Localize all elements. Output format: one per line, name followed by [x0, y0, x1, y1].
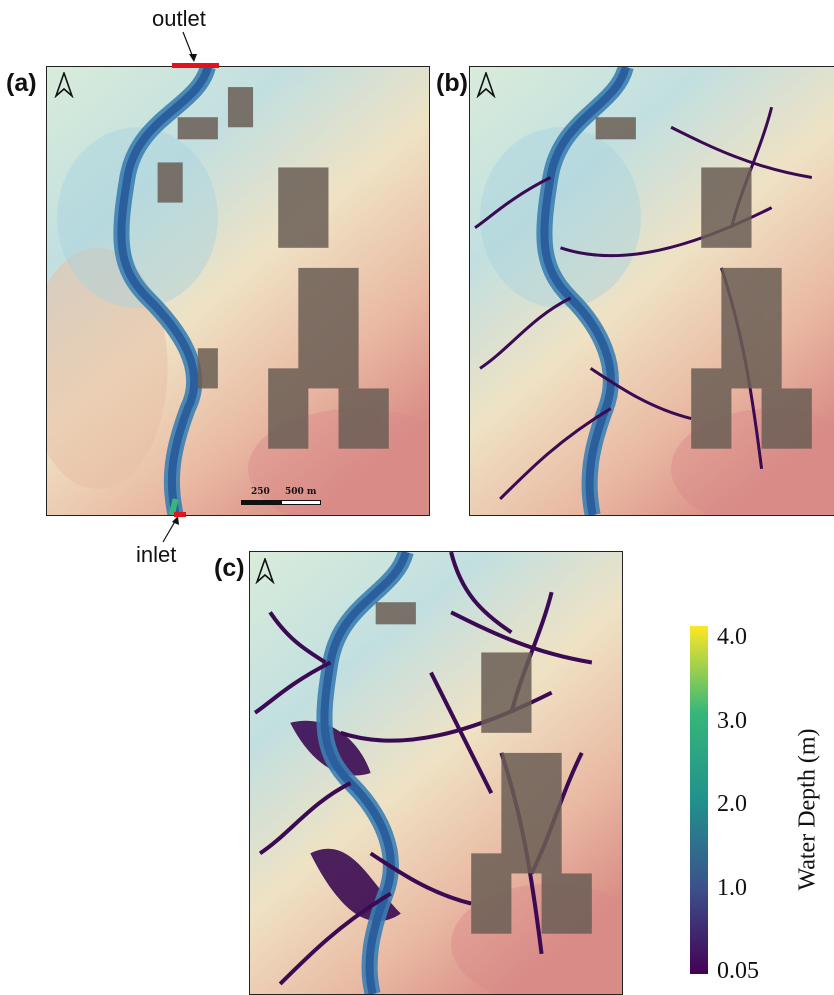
- north-arrow-icon: [476, 70, 496, 99]
- scale-bar: 250 500 m: [241, 487, 321, 511]
- outlet-marker: [172, 63, 219, 68]
- north-arrow-icon: [54, 70, 74, 99]
- outlet-label: outlet: [152, 6, 206, 31]
- map-panel-a: [46, 66, 430, 516]
- scale-label-500: 500 m: [285, 487, 317, 497]
- map-c-graphic: [250, 552, 622, 994]
- map-a-graphic: [47, 67, 429, 515]
- legend-tick-3: 3.0: [717, 708, 747, 734]
- inlet-label: inlet: [136, 542, 177, 567]
- map-panel-b: [469, 66, 834, 516]
- inlet-marker: [174, 512, 186, 517]
- inlet-arrow: [162, 516, 179, 543]
- map-panel-c: [249, 551, 623, 995]
- panel-label-a: (a): [6, 69, 37, 97]
- colorbar: [690, 626, 708, 974]
- panel-label-c: (c): [214, 554, 245, 582]
- map-b-graphic: [470, 67, 834, 515]
- legend-tick-2: 2.0: [717, 791, 747, 817]
- north-arrow-icon: [255, 556, 275, 585]
- legend-tick-005: 0.05: [717, 958, 759, 984]
- outlet-arrow: [182, 31, 197, 62]
- scale-label-250: 250: [251, 487, 270, 497]
- panel-label-b: (b): [436, 69, 468, 97]
- legend-tick-1: 1.0: [717, 875, 747, 901]
- legend-tick-4: 4.0: [717, 624, 747, 650]
- legend-title: Water Depth (m): [794, 728, 821, 891]
